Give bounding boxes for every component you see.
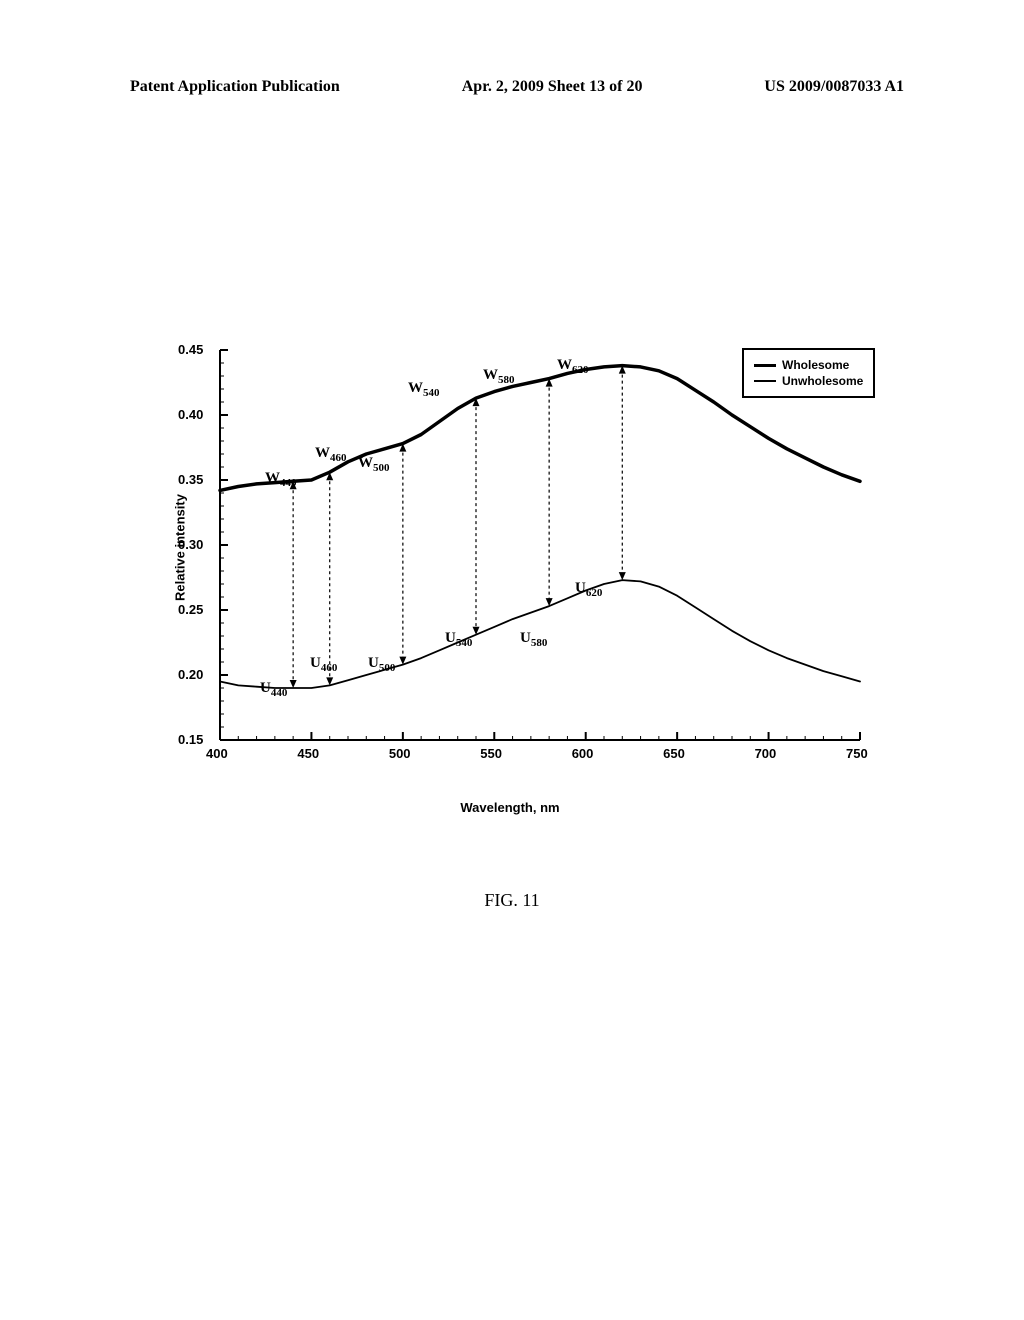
chart-annotation: W440: [265, 470, 297, 489]
y-tick-label: 0.35: [178, 472, 203, 487]
header-left: Patent Application Publication: [130, 78, 340, 96]
chart-annotation: U440: [260, 680, 287, 699]
chart-annotation: U620: [575, 580, 602, 599]
x-tick-label: 600: [572, 746, 594, 761]
x-tick-label: 750: [846, 746, 868, 761]
chart-annotation: U540: [445, 630, 472, 649]
chart-annotation: W460: [315, 445, 347, 464]
chart-annotation: W620: [557, 357, 589, 376]
legend-item-wholesome: Wholesome: [754, 358, 863, 372]
x-tick-label: 550: [480, 746, 502, 761]
chart-svg: [150, 340, 870, 780]
y-tick-label: 0.45: [178, 342, 203, 357]
chart-legend: Wholesome Unwholesome: [742, 348, 875, 398]
x-axis-label: Wavelength, nm: [150, 800, 870, 815]
y-tick-label: 0.15: [178, 732, 203, 747]
chart-annotation: U580: [520, 630, 547, 649]
legend-line-thin-icon: [754, 380, 776, 382]
x-tick-label: 400: [206, 746, 228, 761]
x-tick-label: 700: [755, 746, 777, 761]
chart-annotation: W540: [408, 380, 440, 399]
header-right: US 2009/0087033 A1: [764, 78, 904, 96]
legend-label: Wholesome: [782, 358, 849, 372]
legend-line-thick-icon: [754, 364, 776, 367]
y-tick-label: 0.40: [178, 407, 203, 422]
page-header: Patent Application Publication Apr. 2, 2…: [0, 78, 1024, 96]
chart-annotation: U460: [310, 655, 337, 674]
chart-annotation: U500: [368, 655, 395, 674]
y-tick-label: 0.20: [178, 667, 203, 682]
legend-label: Unwholesome: [782, 374, 863, 388]
y-tick-label: 0.30: [178, 537, 203, 552]
legend-item-unwholesome: Unwholesome: [754, 374, 863, 388]
chart-annotation: W500: [358, 455, 390, 474]
x-tick-label: 650: [663, 746, 685, 761]
spectral-chart: Wholesome Unwholesome: [150, 340, 870, 780]
chart-annotation: W580: [483, 367, 515, 386]
x-tick-label: 500: [389, 746, 411, 761]
header-center: Apr. 2, 2009 Sheet 13 of 20: [462, 78, 643, 96]
figure-number: FIG. 11: [0, 890, 1024, 911]
x-tick-label: 450: [297, 746, 319, 761]
y-tick-label: 0.25: [178, 602, 203, 617]
